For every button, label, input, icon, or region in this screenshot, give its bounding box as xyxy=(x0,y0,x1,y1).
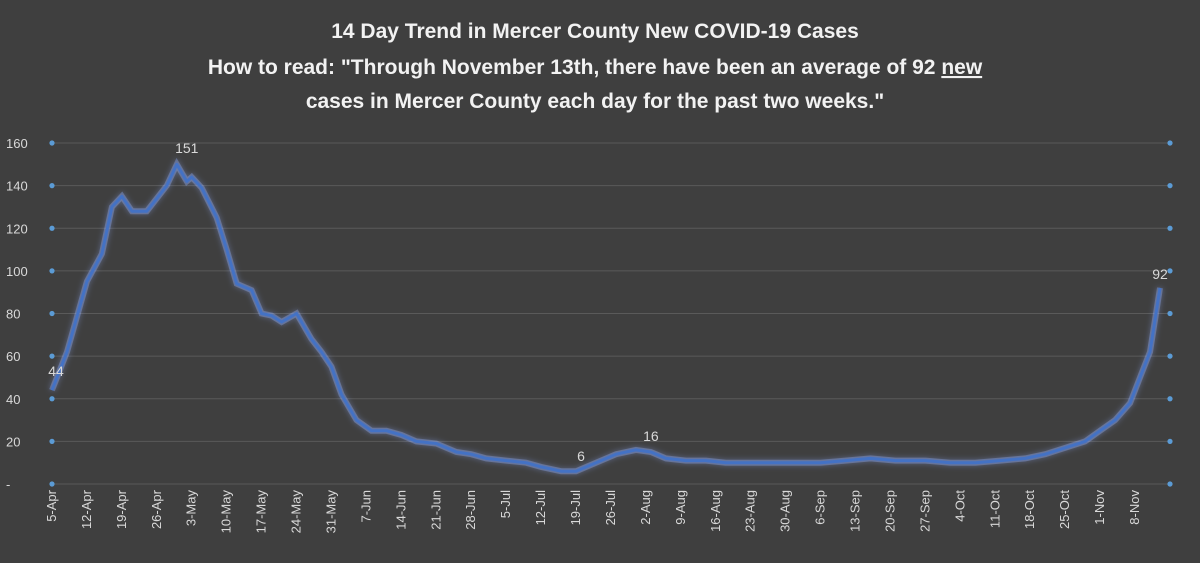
axis-marker-right xyxy=(1167,396,1173,402)
axis-marker-left xyxy=(49,140,55,146)
x-tick-label: 26-Jul xyxy=(603,490,618,526)
axis-marker-right xyxy=(1167,140,1173,146)
x-tick-label: 1-Nov xyxy=(1092,490,1107,525)
x-tick-label: 14-Jun xyxy=(393,490,408,530)
y-tick-label: 20 xyxy=(6,434,20,449)
series-layer xyxy=(49,157,1163,475)
x-axis: 5-Apr 12-Apr 19-Apr 26-Apr 3-May 10-May 17-May… xyxy=(44,489,1142,533)
y-tick-label: 160 xyxy=(6,136,28,151)
axis-marker-right xyxy=(1167,310,1173,317)
axis-marker-right xyxy=(1167,481,1173,487)
x-tick-label: 26-Apr xyxy=(149,489,164,529)
series-line xyxy=(50,162,1162,473)
data-label: 92 xyxy=(1152,266,1168,282)
y-tick-label: 80 xyxy=(6,307,20,322)
data-label: 44 xyxy=(48,363,64,379)
x-tick-label: 3-May xyxy=(184,490,199,527)
x-tick-label: 11-Oct xyxy=(987,490,1002,528)
axis-marker-right xyxy=(1167,225,1173,231)
data-labels: 44 151 6 16 92 xyxy=(48,140,1168,464)
x-tick-label: 2-Aug xyxy=(638,490,653,525)
chart-title: 14 Day Trend in Mercer County New COVID-… xyxy=(331,20,859,43)
x-tick-label: 12-Apr xyxy=(79,489,94,529)
y-tick-label: 120 xyxy=(6,221,28,236)
y-tick-label: 60 xyxy=(6,349,20,364)
data-label: 16 xyxy=(643,428,659,444)
x-tick-label: 5-Apr xyxy=(44,489,59,521)
axis-marker-right xyxy=(1167,268,1173,274)
y-tick-label: 140 xyxy=(6,179,28,194)
x-tick-label: 19-Jul xyxy=(568,490,583,526)
x-tick-label: 18-Oct xyxy=(1022,490,1037,529)
subtitle-text: How to read: "Through November 13th, the… xyxy=(208,56,941,79)
chart-subtitle-line2: cases in Mercer County each day for the … xyxy=(306,90,884,113)
axis-marker-left xyxy=(49,268,55,274)
axis-markers xyxy=(49,140,1173,487)
x-tick-label: 12-Jul xyxy=(533,490,548,526)
y-axis: - 20 40 60 80 100 120 140 160 xyxy=(6,136,28,492)
subtitle-emphasis: new xyxy=(941,56,983,79)
axis-marker-left xyxy=(49,310,55,317)
x-tick-label: 17-May xyxy=(254,490,269,534)
axis-marker-right xyxy=(1167,438,1173,444)
x-tick-label: 24-May xyxy=(289,490,304,534)
x-tick-label: 31-May xyxy=(323,490,338,534)
x-tick-label: 25-Oct xyxy=(1057,490,1072,529)
x-tick-label: 21-Jun xyxy=(428,490,443,530)
x-tick-label: 28-Jun xyxy=(463,490,478,530)
x-tick-label: 30-Aug xyxy=(778,490,793,532)
x-tick-label: 4-Oct xyxy=(952,490,967,522)
x-tick-label: 10-May xyxy=(219,490,234,534)
x-tick-label: 7-Jun xyxy=(358,490,373,523)
x-tick-label: 13-Sep xyxy=(848,490,863,532)
y-tick-label: 100 xyxy=(6,264,28,279)
axis-marker-left xyxy=(49,396,55,402)
x-tick-label: 6-Sep xyxy=(813,490,828,525)
axis-marker-right xyxy=(1167,183,1173,189)
y-tick-label: 40 xyxy=(6,392,20,407)
x-tick-label: 8-Nov xyxy=(1127,490,1142,525)
axis-marker-left xyxy=(49,438,55,444)
y-tick-label: - xyxy=(6,477,10,492)
axis-marker-left xyxy=(49,225,55,231)
x-tick-label: 27-Sep xyxy=(917,490,932,532)
x-tick-label: 23-Aug xyxy=(743,490,758,532)
axis-marker-left xyxy=(49,353,55,359)
x-tick-label: 5-Jul xyxy=(498,490,513,518)
series-glow xyxy=(49,157,1163,475)
axis-marker-right xyxy=(1167,353,1173,359)
chart-subtitle-line1: How to read: "Through November 13th, the… xyxy=(208,56,983,79)
data-label: 6 xyxy=(577,448,585,464)
axis-marker-left xyxy=(49,481,55,487)
data-label: 151 xyxy=(175,140,199,156)
x-tick-label: 16-Aug xyxy=(708,490,723,532)
x-tick-label: 9-Aug xyxy=(673,490,688,525)
x-tick-label: 20-Sep xyxy=(882,490,897,532)
axis-marker-left xyxy=(49,183,55,189)
x-tick-label: 19-Apr xyxy=(114,489,129,529)
gridlines xyxy=(52,142,1170,485)
